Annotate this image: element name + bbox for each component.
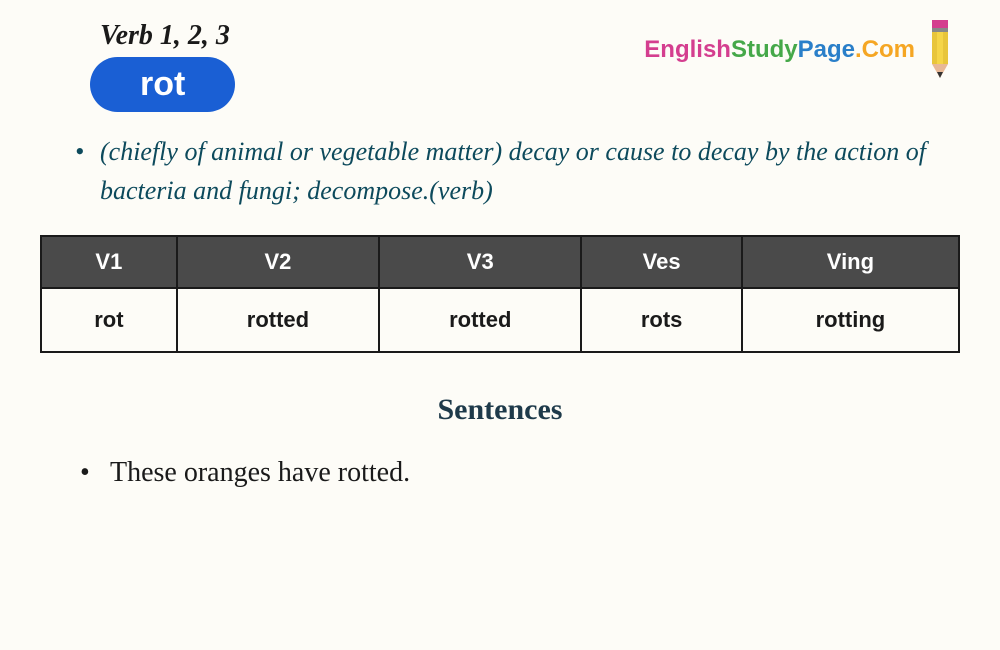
logo-text: EnglishStudyPage.Com: [644, 36, 915, 64]
logo-com: .Com: [855, 36, 915, 63]
definition-text: (chiefly of animal or vegetable matter) …: [100, 132, 960, 210]
cell-ving: rotting: [742, 288, 959, 352]
verb-forms-table: V1 V2 V3 Ves Ving rot rotted rotted rots…: [40, 235, 960, 353]
cell-v1: rot: [41, 288, 177, 352]
header-v3: V3: [379, 236, 581, 288]
logo-section: EnglishStudyPage.Com: [644, 20, 960, 80]
cell-v2: rotted: [177, 288, 379, 352]
header-section: Verb 1, 2, 3 rot EnglishStudyPage.Com: [40, 20, 960, 112]
sentences-title: Sentences: [40, 393, 960, 427]
table-row: rot rotted rotted rots rotting: [41, 288, 959, 352]
cell-ves: rots: [581, 288, 741, 352]
header-v2: V2: [177, 236, 379, 288]
table-header-row: V1 V2 V3 Ves Ving: [41, 236, 959, 288]
logo-page: Page: [798, 36, 855, 63]
header-v1: V1: [41, 236, 177, 288]
logo-english: English: [644, 36, 731, 63]
logo-study: Study: [731, 36, 798, 63]
pencil-icon: [920, 20, 960, 80]
header-ving: Ving: [742, 236, 959, 288]
sentence-item: These oranges have rotted.: [110, 457, 960, 489]
header-ves: Ves: [581, 236, 741, 288]
cell-v3: rotted: [379, 288, 581, 352]
word-badge: rot: [90, 57, 235, 112]
